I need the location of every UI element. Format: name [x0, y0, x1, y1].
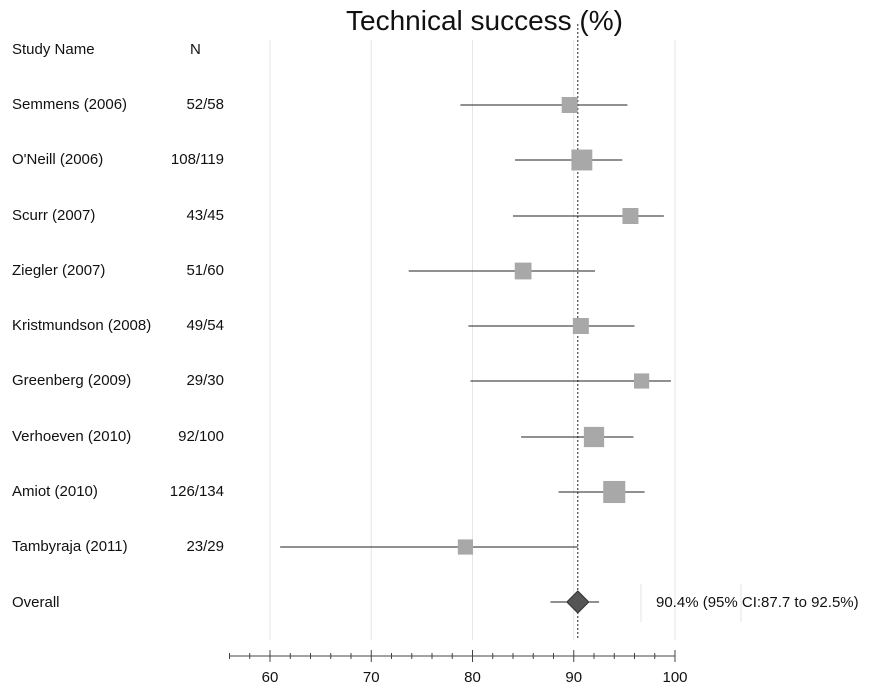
study-name: Amiot (2010)	[12, 483, 98, 500]
point-estimate-box	[561, 97, 578, 113]
point-estimate-box	[633, 373, 650, 389]
study-name: Tambyraja (2011)	[12, 538, 128, 555]
study-n: 49/54	[186, 317, 224, 334]
study-n: 29/30	[186, 372, 224, 389]
overall-label: Overall	[12, 594, 60, 611]
x-tick-label: 80	[464, 669, 481, 686]
overall-summary-text: 90.4% (95% CI:87.7 to 92.5%)	[656, 594, 859, 611]
study-n: 52/58	[186, 96, 224, 113]
study-name: Verhoeven (2010)	[12, 428, 132, 445]
x-tick-label: 100	[662, 669, 687, 686]
study-n: 126/134	[169, 483, 224, 500]
point-estimate-box	[603, 480, 626, 504]
study-name-header: Study Name	[12, 41, 95, 58]
study-n: 23/29	[186, 538, 224, 555]
study-name: Scurr (2007)	[12, 207, 96, 224]
study-name: Semmens (2006)	[12, 96, 128, 113]
overall-diamond	[566, 590, 590, 614]
study-n: 51/60	[186, 262, 224, 279]
study-name: Ziegler (2007)	[12, 262, 106, 279]
study-name: Kristmundson (2008)	[12, 317, 152, 334]
point-estimate-box	[572, 318, 589, 334]
study-n: 92/100	[178, 428, 224, 445]
x-tick-label: 60	[262, 669, 279, 686]
study-name: O'Neill (2006)	[12, 151, 104, 168]
x-tick-label: 90	[565, 669, 582, 686]
point-estimate-box	[583, 426, 605, 448]
study-n: 43/45	[186, 207, 224, 224]
point-estimate-box	[457, 539, 474, 555]
point-estimate-box	[571, 149, 593, 171]
chart-title: Technical success (%)	[346, 5, 623, 36]
point-estimate-box	[622, 208, 639, 224]
point-estimate-box	[514, 262, 532, 280]
x-tick-label: 70	[363, 669, 380, 686]
n-header: N	[190, 41, 201, 58]
study-name: Greenberg (2009)	[12, 372, 132, 389]
study-n: 108/119	[170, 151, 224, 168]
